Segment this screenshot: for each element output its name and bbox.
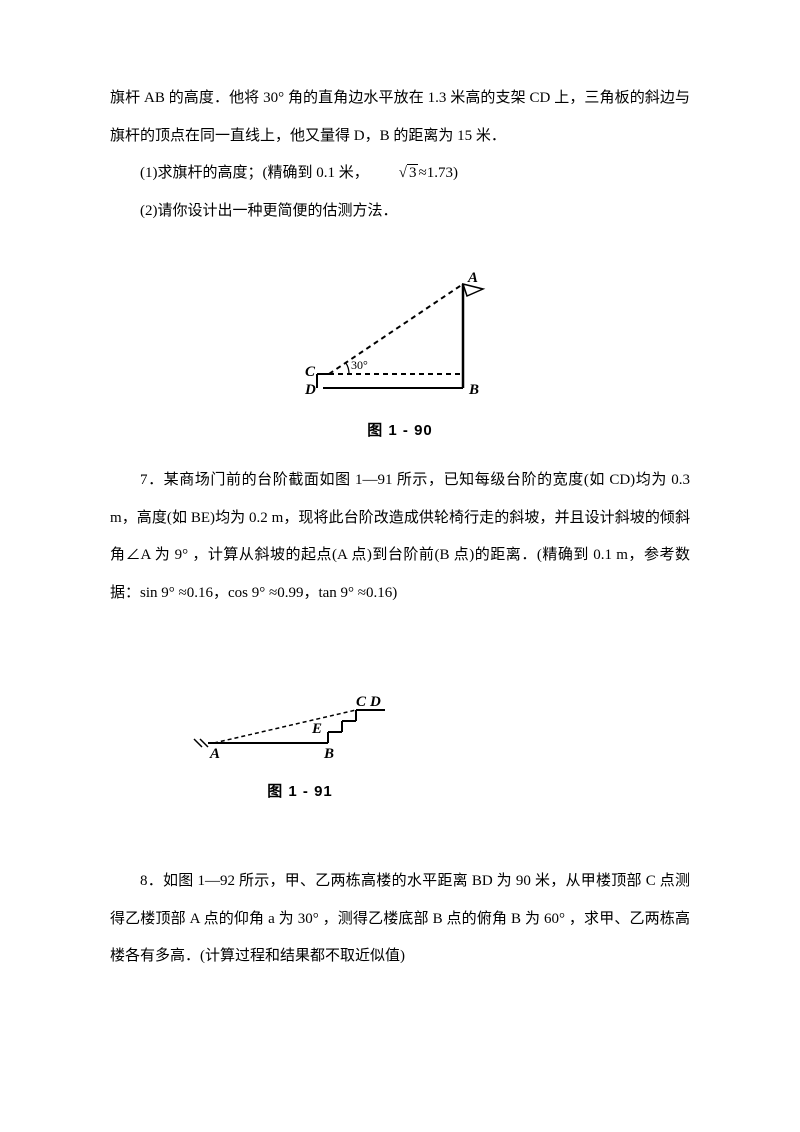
fig91-svg: A B E C D — [190, 692, 410, 762]
fig91-label-E: E — [311, 721, 322, 737]
fig90-caption: 图 1 - 90 — [295, 420, 505, 441]
fig90-label-C: C — [305, 364, 316, 380]
fig90-label-D: D — [304, 382, 316, 398]
fig90-label-B: B — [468, 382, 479, 398]
fig91-label-B: B — [323, 746, 334, 762]
p8-text: 8．如图 1—92 所示，甲、乙两栋高楼的水平距离 BD 为 90 米，从甲楼顶… — [110, 863, 690, 976]
sqrt-symbol: √3 — [369, 155, 419, 193]
fig90-svg: 30° A B C D — [295, 266, 505, 401]
fig91-label-C: C — [356, 694, 367, 710]
p6-sub1-pre: (1)求旗杆的高度；(精确到 0.1 米， — [140, 165, 369, 181]
figure-1-90: 30° A B C D 图 1 - 90 — [110, 266, 690, 442]
p6-sub1: (1)求旗杆的高度；(精确到 0.1 米，√3≈1.73) — [110, 155, 690, 193]
fig91-caption: 图 1 - 91 — [190, 781, 410, 802]
p6-sub2: (2)请你设计出一种更简便的估测方法． — [110, 193, 690, 231]
fig91-label-A: A — [209, 746, 220, 762]
p6-cont-line1: 旗杆 AB 的高度．他将 30° 角的直角边水平放在 1.3 米高的支架 CD … — [110, 80, 690, 155]
p6-sub1-post: ≈1.73) — [418, 165, 457, 181]
fig91-label-D: D — [369, 694, 381, 710]
p7-text: 7．某商场门前的台阶截面如图 1—91 所示，已知每级台阶的宽度(如 CD)均为… — [110, 462, 690, 612]
fig90-label-A: A — [467, 270, 478, 286]
fig90-angle: 30° — [351, 358, 368, 372]
figure-1-91: A B E C D 图 1 - 91 — [190, 692, 690, 803]
